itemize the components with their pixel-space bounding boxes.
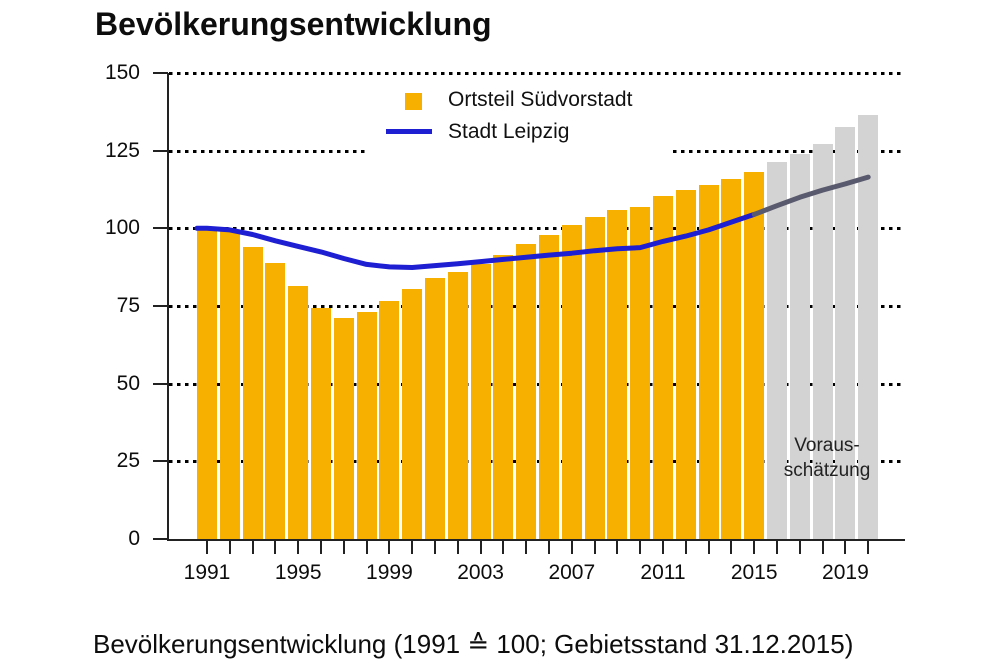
bar-1991 (197, 228, 217, 539)
x-axis (167, 539, 905, 541)
x-tick-1994 (274, 541, 277, 554)
bar-2001 (425, 278, 445, 539)
bar-2005 (516, 243, 537, 539)
bar-1993 (242, 246, 263, 539)
bar-1995 (288, 285, 309, 539)
x-tick-1997 (342, 541, 345, 554)
bar-2002 (447, 271, 468, 539)
x-tick-label-2011: 2011 (640, 561, 686, 584)
x-tick-2000 (411, 541, 414, 554)
bar-2010 (630, 206, 651, 539)
bar-2013 (698, 184, 719, 539)
bar-1996 (311, 307, 331, 539)
legend-bar-swatch-icon (405, 93, 422, 110)
x-tick-2007 (570, 541, 573, 554)
x-tick-2013 (707, 541, 710, 554)
bar-2000 (402, 288, 423, 539)
bar-2006 (539, 234, 559, 539)
bar-forecast-2019 (835, 127, 856, 539)
x-tick-2019 (844, 541, 847, 554)
chart-title: Bevölkerungsentwicklung (95, 6, 492, 42)
bar-1994 (265, 262, 286, 539)
x-tick-2016 (776, 541, 778, 554)
y-tick-label-0: 0 (128, 527, 140, 550)
bar-2012 (675, 189, 696, 539)
x-tick-label-2015: 2015 (730, 561, 778, 584)
x-tick-2001 (434, 541, 436, 554)
y-tick-100 (153, 227, 168, 230)
bar-1997 (333, 318, 354, 539)
x-tick-label-1991: 1991 (183, 561, 231, 584)
x-tick-2002 (456, 541, 459, 554)
x-tick-2003 (479, 541, 482, 554)
bar-1998 (356, 312, 377, 539)
y-tick-75 (153, 305, 168, 307)
x-tick-2017 (798, 541, 801, 554)
y-tick-label-150: 150 (104, 61, 140, 84)
legend-line-swatch-icon (386, 129, 432, 134)
y-tick-label-50: 50 (116, 371, 140, 395)
bar-2008 (584, 217, 605, 539)
x-tick-1998 (365, 541, 368, 554)
gridline-150 (169, 72, 903, 75)
y-tick-label-75: 75 (116, 294, 140, 317)
bar-2003 (470, 264, 491, 539)
x-tick-2020 (867, 541, 870, 554)
bar-1992 (219, 231, 240, 539)
y-tick-150 (153, 72, 168, 74)
y-tick-label-25: 25 (116, 449, 140, 473)
legend-bar-label: Ortsteil Südvorstadt (448, 88, 633, 111)
bar-forecast-2017 (789, 153, 810, 539)
x-tick-2004 (502, 541, 505, 554)
chart-caption: Bevölkerungsentwicklung (1991 ≙ 100; Geb… (93, 629, 854, 659)
x-tick-1991 (206, 541, 208, 554)
x-tick-2010 (639, 541, 642, 554)
x-tick-2014 (730, 541, 733, 554)
y-tick-125 (153, 149, 168, 152)
y-axis (167, 73, 169, 541)
x-tick-1993 (251, 541, 254, 554)
x-tick-1999 (388, 541, 391, 554)
bar-2015 (744, 172, 765, 539)
y-tick-50 (153, 382, 168, 385)
forecast-label-line1: Voraus- (794, 435, 860, 456)
x-tick-2011 (662, 541, 664, 554)
y-tick-label-125: 125 (104, 138, 140, 162)
bar-2007 (561, 225, 582, 539)
bar-2014 (721, 178, 742, 539)
x-tick-label-1995: 1995 (274, 561, 322, 584)
y-tick-25 (153, 460, 168, 463)
bar-forecast-2020 (858, 114, 879, 539)
bar-2009 (607, 209, 628, 539)
x-tick-1992 (228, 541, 231, 554)
x-tick-2012 (684, 541, 687, 554)
legend-line-label: Stadt Leipzig (448, 120, 570, 143)
x-tick-1996 (320, 541, 322, 554)
legend: Ortsteil Südvorstadt Stadt Leipzig (368, 82, 672, 158)
x-tick-1995 (297, 541, 300, 554)
x-tick-2005 (525, 541, 528, 554)
x-tick-label-2003: 2003 (457, 561, 504, 584)
x-tick-label-2007: 2007 (548, 561, 596, 584)
bar-forecast-2018 (812, 144, 833, 539)
forecast-label-line2: schätzung (783, 460, 871, 481)
y-tick-0 (153, 538, 168, 540)
bar-forecast-2016 (767, 161, 787, 539)
x-tick-label-2019: 2019 (822, 561, 869, 584)
bar-2011 (653, 195, 673, 539)
x-tick-2009 (616, 541, 619, 554)
x-tick-2018 (821, 541, 824, 554)
bar-2004 (493, 254, 514, 539)
forecast-label: Voraus- schätzung (756, 433, 898, 483)
x-tick-2006 (548, 541, 550, 554)
x-tick-label-1999: 1999 (366, 561, 413, 584)
bar-1999 (379, 301, 400, 539)
x-tick-2015 (753, 541, 756, 554)
y-tick-label-100: 100 (104, 216, 140, 240)
x-tick-2008 (593, 541, 596, 554)
